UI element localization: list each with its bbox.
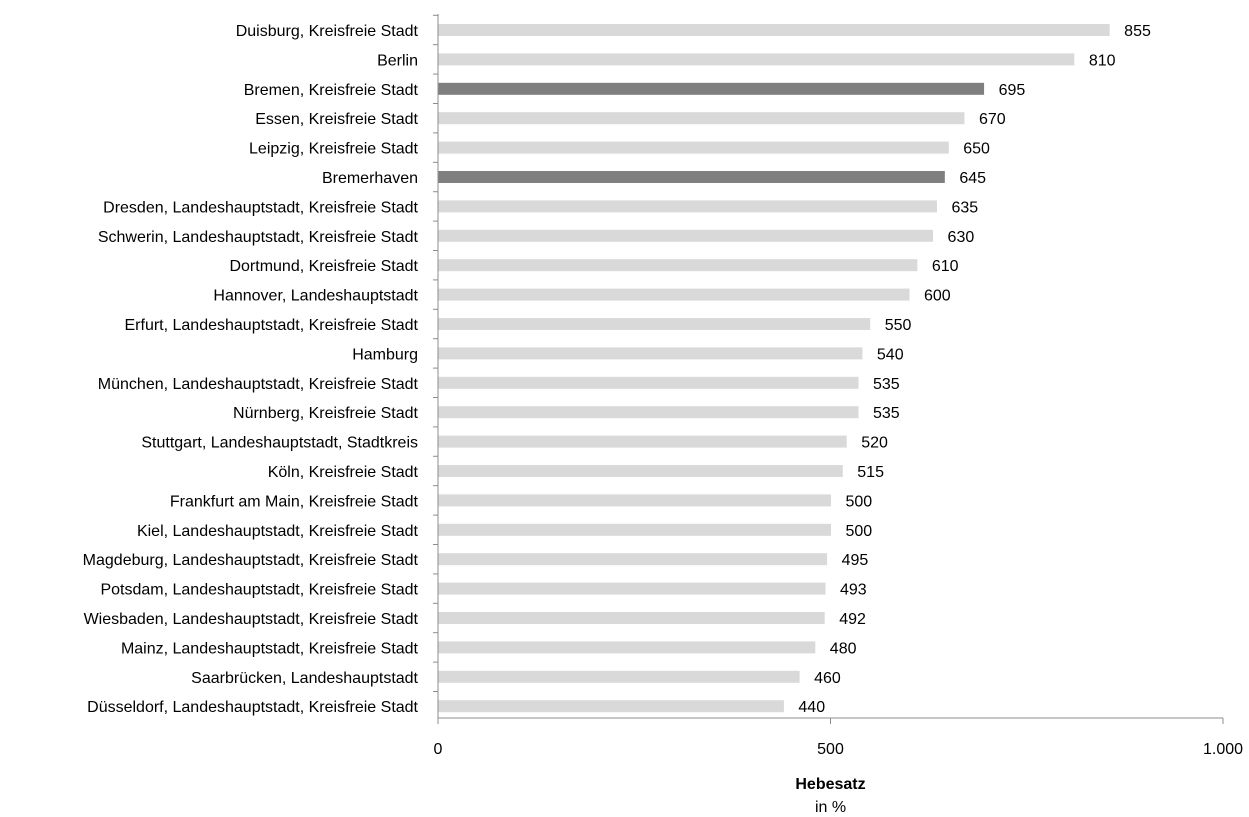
bar bbox=[438, 259, 918, 272]
category-label: Bremen, Kreisfreie Stadt bbox=[244, 82, 419, 99]
category-label: Bremerhaven bbox=[322, 170, 418, 187]
bar bbox=[438, 376, 859, 389]
category-label: Kiel, Landeshauptstadt, Kreisfreie Stadt bbox=[137, 523, 419, 540]
bar bbox=[438, 523, 831, 536]
x-tick-label: 1.000 bbox=[1203, 741, 1243, 758]
category-label: Frankfurt am Main, Kreisfreie Stadt bbox=[170, 493, 419, 510]
data-label: 460 bbox=[814, 670, 841, 687]
data-label: 535 bbox=[873, 376, 900, 393]
data-label: 600 bbox=[924, 288, 951, 305]
bar bbox=[438, 24, 1110, 36]
category-label: Köln, Kreisfreie Stadt bbox=[268, 464, 419, 481]
x-axis-unit: in % bbox=[815, 799, 846, 816]
data-label: 550 bbox=[885, 317, 912, 334]
bar bbox=[438, 53, 1075, 66]
bars-layer bbox=[438, 24, 1110, 713]
category-label: Essen, Kreisfreie Stadt bbox=[255, 111, 418, 128]
bar bbox=[438, 612, 825, 624]
category-label: Dortmund, Kreisfreie Stadt bbox=[229, 258, 418, 275]
category-label: Duisburg, Kreisfreie Stadt bbox=[236, 23, 419, 40]
data-label: 495 bbox=[842, 552, 869, 569]
data-label: 695 bbox=[999, 82, 1026, 99]
category-label: Dresden, Landeshauptstadt, Kreisfreie St… bbox=[103, 199, 418, 216]
bar bbox=[438, 700, 784, 713]
category-label: Leipzig, Kreisfreie Stadt bbox=[249, 141, 419, 158]
category-label: Schwerin, Landeshauptstadt, Kreisfreie S… bbox=[98, 229, 419, 246]
data-label: 480 bbox=[830, 640, 857, 657]
x-tick-label: 500 bbox=[817, 741, 844, 758]
data-label: 670 bbox=[979, 111, 1006, 128]
category-label: Magdeburg, Landeshauptstadt, Kreisfreie … bbox=[83, 552, 419, 569]
category-labels-layer: Duisburg, Kreisfreie Stadt Berlin Bremen, … bbox=[83, 23, 419, 716]
data-label: 855 bbox=[1124, 23, 1151, 40]
data-label: 440 bbox=[798, 699, 825, 716]
x-ticks-layer: 0 500 1.000 bbox=[433, 14, 1243, 758]
bar bbox=[438, 288, 910, 301]
bar bbox=[438, 112, 965, 125]
category-label: Hannover, Landeshauptstadt bbox=[213, 288, 418, 305]
category-label: Erfurt, Landeshauptstadt, Kreisfreie Sta… bbox=[125, 317, 419, 334]
data-label: 650 bbox=[963, 141, 990, 158]
data-label: 492 bbox=[839, 611, 866, 628]
bar bbox=[438, 318, 871, 330]
bar bbox=[438, 141, 949, 154]
category-label: München, Landeshauptstadt, Kreisfreie St… bbox=[98, 376, 419, 393]
bar bbox=[438, 641, 816, 654]
data-label: 520 bbox=[861, 435, 888, 452]
category-label: Mainz, Landeshauptstadt, Kreisfreie Stad… bbox=[121, 640, 419, 657]
category-label: Nürnberg, Kreisfreie Stadt bbox=[233, 405, 419, 422]
bar bbox=[438, 553, 828, 566]
data-label: 500 bbox=[846, 493, 873, 510]
x-axis-title: Hebesatz bbox=[795, 776, 865, 793]
category-label: Potsdam, Landeshauptstadt, Kreisfreie St… bbox=[100, 582, 418, 599]
bar bbox=[438, 171, 945, 183]
category-label: Saarbrücken, Landeshauptstadt bbox=[191, 670, 418, 687]
category-label: Düsseldorf, Landeshauptstadt, Kreisfreie… bbox=[87, 699, 418, 716]
x-tick-label: 0 bbox=[434, 741, 443, 758]
data-label: 635 bbox=[951, 199, 978, 216]
bar bbox=[438, 582, 826, 595]
bar bbox=[438, 670, 800, 683]
data-label: 493 bbox=[840, 582, 867, 599]
bar bbox=[438, 406, 859, 419]
bar bbox=[438, 82, 985, 95]
bar bbox=[438, 200, 937, 213]
bar bbox=[438, 435, 847, 448]
bar bbox=[438, 347, 863, 360]
data-label: 515 bbox=[857, 464, 884, 481]
data-label: 540 bbox=[877, 346, 904, 363]
category-label: Hamburg bbox=[352, 346, 418, 363]
data-label: 610 bbox=[932, 258, 959, 275]
category-label: Berlin bbox=[377, 52, 418, 69]
data-label: 810 bbox=[1089, 52, 1116, 69]
category-label: Stuttgart, Landeshauptstadt, Stadtkreis bbox=[141, 435, 418, 452]
data-label: 500 bbox=[846, 523, 873, 540]
data-label: 645 bbox=[959, 170, 986, 187]
data-label: 630 bbox=[948, 229, 975, 246]
data-label: 535 bbox=[873, 405, 900, 422]
category-label: Wiesbaden, Landeshauptstadt, Kreisfreie … bbox=[84, 611, 419, 628]
bar bbox=[438, 465, 843, 477]
bar bbox=[438, 494, 831, 507]
value-labels-layer: 855 810 695 670 650 645 635 630 610 600 550 540 535 5… bbox=[798, 23, 1151, 716]
bar bbox=[438, 229, 934, 242]
